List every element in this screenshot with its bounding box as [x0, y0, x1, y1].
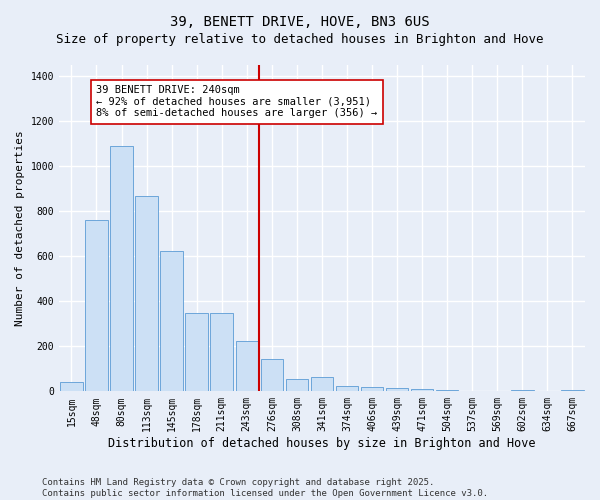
- Bar: [311, 376, 333, 392]
- Bar: [85, 220, 108, 392]
- Bar: [236, 340, 258, 392]
- Y-axis label: Number of detached properties: Number of detached properties: [15, 130, 25, 326]
- Bar: [286, 379, 308, 392]
- Text: Size of property relative to detached houses in Brighton and Hove: Size of property relative to detached ho…: [56, 32, 544, 46]
- Bar: [561, 390, 584, 392]
- Bar: [436, 390, 458, 392]
- Bar: [336, 386, 358, 392]
- Bar: [361, 387, 383, 392]
- Text: 39, BENETT DRIVE, HOVE, BN3 6US: 39, BENETT DRIVE, HOVE, BN3 6US: [170, 15, 430, 29]
- Bar: [211, 312, 233, 392]
- Bar: [110, 146, 133, 392]
- Bar: [386, 388, 409, 392]
- Bar: [260, 358, 283, 392]
- Text: Contains HM Land Registry data © Crown copyright and database right 2025.
Contai: Contains HM Land Registry data © Crown c…: [42, 478, 488, 498]
- Bar: [160, 250, 183, 392]
- X-axis label: Distribution of detached houses by size in Brighton and Hove: Distribution of detached houses by size …: [108, 437, 536, 450]
- Bar: [185, 312, 208, 392]
- Bar: [511, 390, 533, 392]
- Bar: [136, 196, 158, 392]
- Text: 39 BENETT DRIVE: 240sqm
← 92% of detached houses are smaller (3,951)
8% of semi-: 39 BENETT DRIVE: 240sqm ← 92% of detache…: [97, 86, 378, 118]
- Bar: [411, 389, 433, 392]
- Bar: [60, 382, 83, 392]
